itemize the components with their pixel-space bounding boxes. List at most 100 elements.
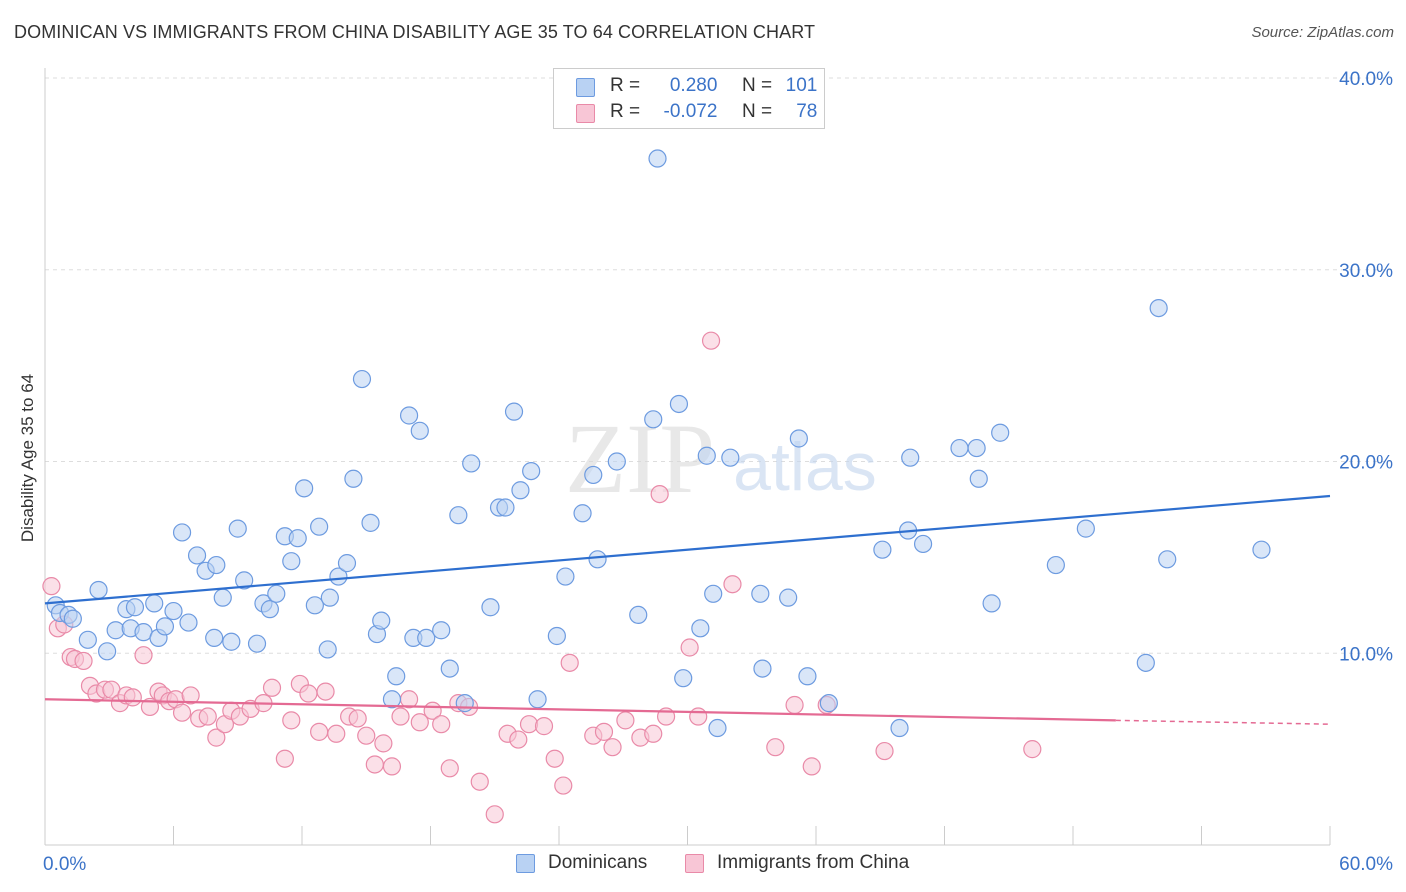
dominican-point-90 [982, 594, 1001, 613]
china-point-38 [348, 709, 367, 728]
china-point-70 [701, 331, 721, 350]
china-point-40 [365, 755, 384, 774]
dominican-point-92 [1046, 555, 1065, 575]
dominican-point-71 [691, 619, 710, 638]
correlation-legend: R = 0.280 N = 101 R = -0.072 N = 78 [553, 68, 825, 129]
legend-label-dominicans: Dominicans [548, 852, 648, 873]
china-point-63 [616, 711, 635, 730]
r-label: R = [610, 101, 641, 122]
y-tick-label-40: 40.0% [1339, 69, 1393, 90]
china-point-44 [399, 690, 419, 709]
china-point-73 [785, 695, 804, 715]
china-point-71 [723, 575, 742, 594]
dominican-point-77 [751, 584, 770, 603]
china-point-61 [594, 722, 614, 741]
dominican-point-22 [222, 632, 241, 651]
dominican-point-38 [344, 469, 363, 488]
dominican-point-15 [172, 523, 192, 542]
dominican-point-96 [1158, 550, 1177, 569]
x-tick-label-max: 60.0% [1339, 854, 1393, 875]
source-credit: Source: ZipAtlas.com [1251, 24, 1394, 41]
dominican-point-81 [819, 694, 838, 713]
china-point-59 [560, 653, 579, 672]
dominican-point-25 [247, 634, 267, 653]
china-point-13 [134, 646, 153, 665]
dominican-point-31 [288, 529, 307, 548]
r-label: R = [610, 75, 641, 96]
r-value: 0.280 [669, 75, 718, 96]
dominican-point-54 [481, 598, 500, 617]
dominican-point-17 [187, 546, 207, 565]
dominican-point-82 [873, 540, 892, 559]
china-points [42, 331, 1042, 824]
y-tick-label-30: 30.0% [1339, 261, 1393, 282]
dominican-point-20 [207, 555, 226, 575]
dominican-point-16 [179, 613, 198, 632]
dominican-point-37 [337, 554, 357, 573]
dominican-point-74 [708, 718, 727, 738]
y-tick-label-20: 20.0% [1339, 453, 1393, 474]
china-point-56 [534, 717, 554, 736]
dominican-point-43 [382, 690, 402, 709]
china-point-47 [432, 715, 451, 734]
china-point-72 [766, 738, 785, 757]
china-point-58 [554, 776, 573, 795]
china-point-30 [275, 749, 294, 768]
dominican-point-97 [1252, 540, 1271, 559]
dominican-point-35 [318, 640, 337, 659]
axes [44, 68, 1331, 846]
dominican-point-88 [967, 438, 986, 458]
dominican-point-67 [644, 410, 663, 429]
dominican-point-72 [697, 446, 716, 465]
blue-swatch [576, 78, 595, 97]
y-tick-label-10: 10.0% [1339, 644, 1393, 665]
china-point-36 [327, 724, 346, 743]
dominican-point-66 [629, 605, 648, 625]
china-point-12 [123, 688, 142, 707]
china-point-29 [262, 678, 282, 697]
dominican-point-87 [950, 438, 969, 458]
dominican-point-19 [205, 628, 224, 648]
china-trend-line [44, 698, 1116, 722]
chart-title: DOMINICAN VS IMMIGRANTS FROM CHINA DISAB… [14, 22, 816, 42]
dominican-point-68 [648, 149, 667, 168]
dominican-point-23 [228, 519, 247, 538]
dominican-point-51 [449, 506, 468, 525]
china-point-74 [802, 757, 821, 776]
dominican-point-44 [387, 667, 406, 686]
china-point-23 [207, 728, 226, 747]
dominican-point-3 [63, 609, 82, 628]
china-point-20 [181, 686, 200, 705]
dominican-point-100 [584, 465, 603, 485]
n-label: N = [741, 75, 773, 96]
china-point-19 [172, 703, 192, 722]
dominican-point-53 [462, 454, 481, 473]
china-point-42 [382, 757, 402, 776]
dominican-point-42 [372, 611, 391, 630]
dominican-point-86 [913, 534, 933, 554]
dominican-point-34 [310, 517, 329, 536]
dominican-point-89 [969, 469, 988, 488]
watermark-zip: ZIP [565, 403, 715, 514]
dominican-point-47 [410, 421, 429, 440]
dominican-point-95 [1149, 299, 1168, 318]
dominican-point-91 [991, 423, 1010, 442]
china-point-69 [689, 707, 708, 726]
dominican-point-36 [329, 567, 348, 586]
china-point-43 [391, 707, 410, 726]
dominican-point-30 [282, 552, 301, 571]
dominican-point-27 [260, 600, 279, 619]
dominican-point-93 [1076, 519, 1095, 538]
dominican-point-64 [588, 550, 607, 569]
china-point-66 [650, 484, 669, 504]
legend-label-china: Immigrants from China [717, 852, 910, 873]
china-point-62 [603, 738, 622, 757]
dominican-point-75 [721, 448, 740, 467]
dominican-point-52 [455, 694, 474, 713]
china-point-76 [875, 741, 894, 761]
dominican-point-79 [789, 429, 808, 448]
pink-swatch [576, 104, 595, 123]
china-point-55 [519, 715, 539, 734]
china-point-31 [282, 711, 301, 730]
